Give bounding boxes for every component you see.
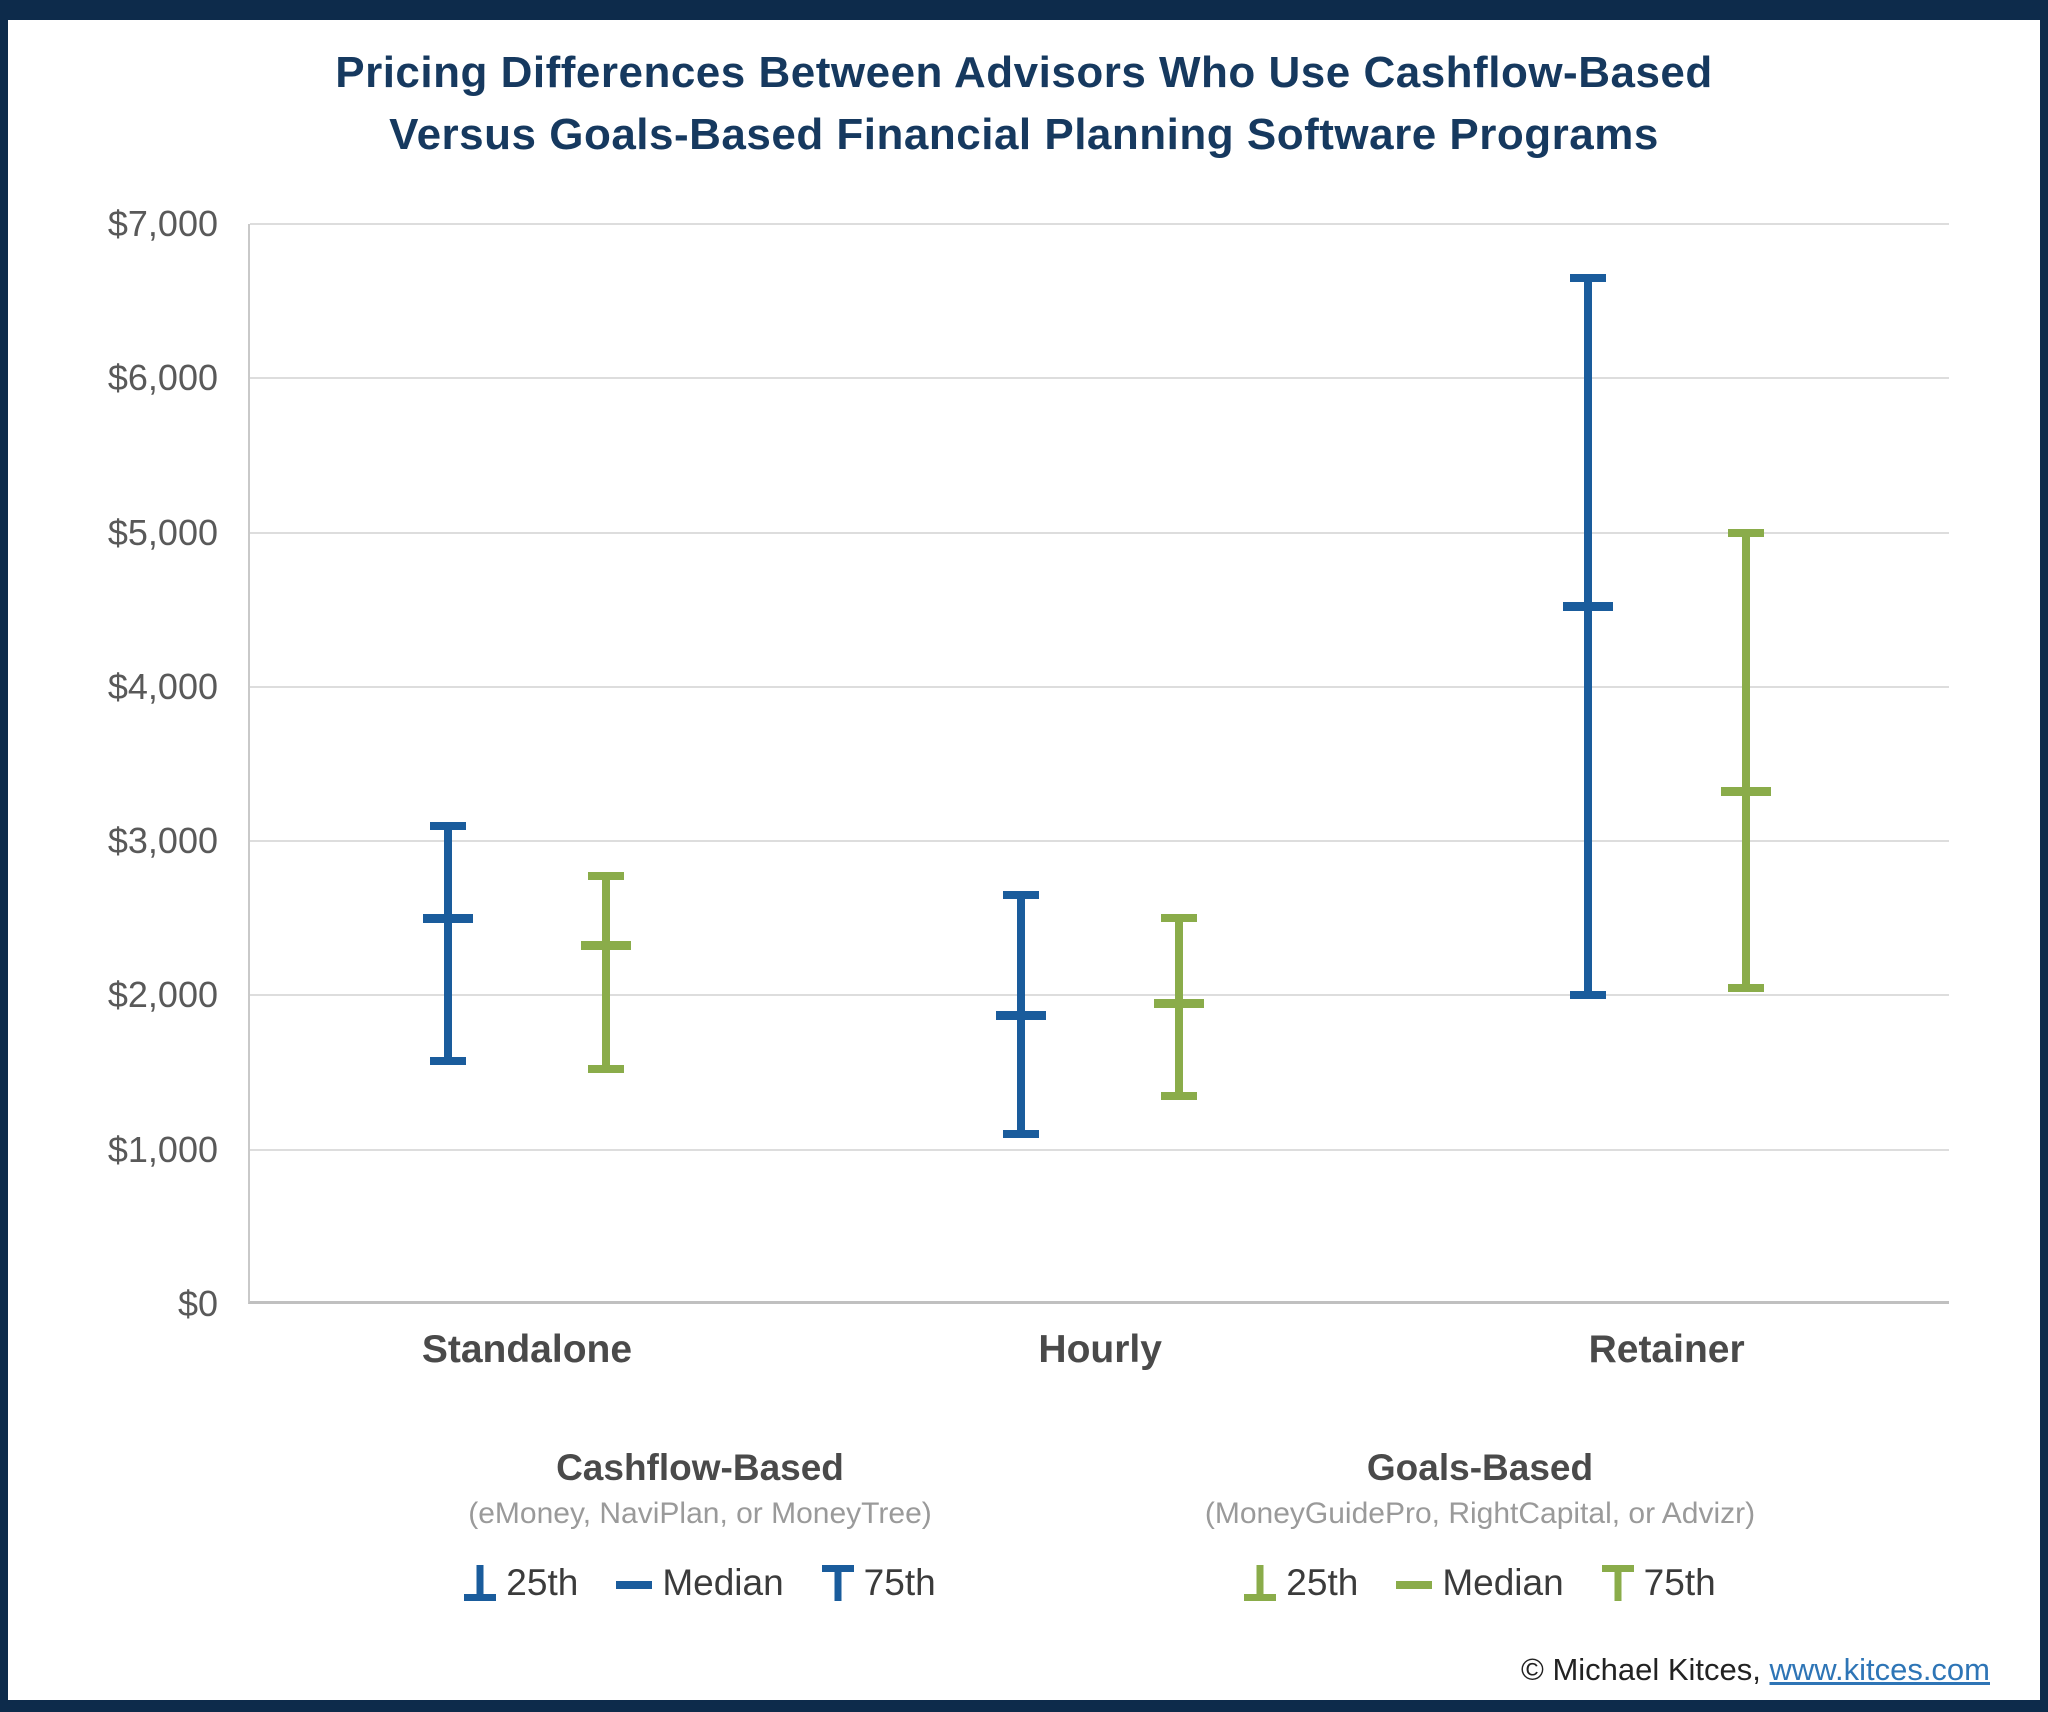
y-axis-label: $6,000	[107, 357, 218, 399]
category-label-hourly: Hourly	[1038, 1328, 1162, 1371]
gridline	[250, 1148, 1949, 1151]
plot-area	[248, 223, 1949, 1304]
legend-item-25th: 25th	[464, 1562, 578, 1604]
median-icon	[616, 1581, 653, 1589]
percentile-75th-icon	[1601, 1565, 1634, 1601]
kitces-link[interactable]: www.kitces.com	[1769, 1652, 1990, 1687]
legend-items-row: 25th Median 75th	[1130, 1562, 1830, 1604]
legend-items-row: 25th Median 75th	[350, 1562, 1050, 1604]
p25-cap	[429, 1056, 466, 1065]
p25-cap	[1569, 991, 1606, 1000]
y-axis-label: $4,000	[107, 665, 218, 707]
errorbar-stem	[1741, 532, 1750, 988]
p25-cap	[588, 1064, 625, 1073]
y-axis-label: $3,000	[107, 820, 218, 862]
legend-header: Cashflow-Based	[556, 1447, 844, 1488]
p75-cap	[1161, 914, 1198, 923]
median-dash	[1562, 601, 1613, 611]
errorbar-cashflow-based-standalone	[422, 821, 474, 1065]
errorbar-goals-based-hourly	[1153, 914, 1205, 1100]
legend-item-median: Median	[616, 1562, 784, 1604]
errorbar-goals-based-retainer	[1720, 528, 1772, 992]
y-axis-label: $0	[177, 1283, 218, 1324]
percentile-25th-icon	[464, 1565, 497, 1601]
legend-item-label: 75th	[1643, 1562, 1716, 1603]
gridline	[250, 685, 1949, 688]
y-axis-label: $7,000	[107, 203, 218, 244]
chart-background	[8, 20, 2040, 1700]
p25-cap	[1161, 1091, 1198, 1100]
legend-subtitle: (MoneyGuidePro, RightCapital, or Advizr)	[1204, 1497, 1756, 1530]
median-icon	[1396, 1581, 1433, 1589]
p75-cap	[1003, 891, 1040, 900]
errorbar-stem	[443, 825, 452, 1061]
median-dash	[996, 1010, 1047, 1020]
y-axis-label: $5,000	[107, 511, 218, 553]
percentile-75th-icon	[821, 1565, 854, 1601]
p75-cap	[588, 871, 625, 880]
legend-item-label: Median	[1442, 1562, 1564, 1603]
legend-goals-based: Goals-Based (MoneyGuidePro, RightCapital,…	[1130, 1446, 1830, 1604]
chart-title-line1: Pricing Differences Between Advisors Who…	[335, 48, 1713, 97]
chart-title: Pricing Differences Between Advisors Who…	[0, 42, 2048, 166]
legend-item-label: 75th	[863, 1562, 936, 1603]
copyright-text: © Michael Kitces,	[1520, 1652, 1770, 1687]
p25-cap	[1003, 1130, 1040, 1139]
category-label-retainer: Retainer	[1588, 1328, 1745, 1371]
p75-cap	[1727, 528, 1764, 537]
median-dash	[1154, 999, 1205, 1009]
legend-header: Goals-Based	[1366, 1447, 1594, 1488]
legend-item-label: Median	[662, 1562, 784, 1603]
chart-title-line2: Versus Goals-Based Financial Planning So…	[389, 110, 1659, 159]
p75-cap	[429, 821, 466, 830]
legend-cashflow-based: Cashflow-Based (eMoney, NaviPlan, or Mone…	[350, 1446, 1050, 1604]
legend-item-label: 25th	[506, 1562, 579, 1603]
legend-subtitle: (eMoney, NaviPlan, or MoneyTree)	[468, 1497, 932, 1530]
legend-item-label: 25th	[1286, 1562, 1359, 1603]
y-axis-label: $2,000	[107, 974, 218, 1016]
gridline	[250, 377, 1949, 380]
legend-item-75th: 75th	[1601, 1562, 1716, 1604]
median-dash	[422, 914, 473, 924]
gridline	[250, 223, 1949, 225]
legend-item-25th: 25th	[1244, 1562, 1358, 1604]
p25-cap	[1727, 983, 1764, 992]
category-label-standalone: Standalone	[421, 1328, 633, 1371]
y-axis-label: $1,000	[107, 1128, 218, 1170]
errorbar-cashflow-based-retainer	[1562, 274, 1614, 1000]
errorbar-stem	[602, 875, 611, 1069]
gridline	[250, 994, 1949, 997]
legend-item-median: Median	[1396, 1562, 1564, 1604]
errorbar-cashflow-based-hourly	[995, 891, 1047, 1139]
median-dash	[1720, 786, 1771, 796]
legend-item-75th: 75th	[821, 1562, 936, 1604]
p75-cap	[1569, 274, 1606, 282]
gridline	[250, 840, 1949, 843]
errorbar-stem	[1583, 278, 1592, 996]
errorbar-goals-based-standalone	[580, 871, 632, 1073]
gridline	[250, 531, 1949, 534]
median-dash	[581, 941, 632, 951]
percentile-25th-icon	[1244, 1565, 1277, 1601]
footer: © Michael Kitces, www.kitces.com	[1521, 1652, 1990, 1688]
